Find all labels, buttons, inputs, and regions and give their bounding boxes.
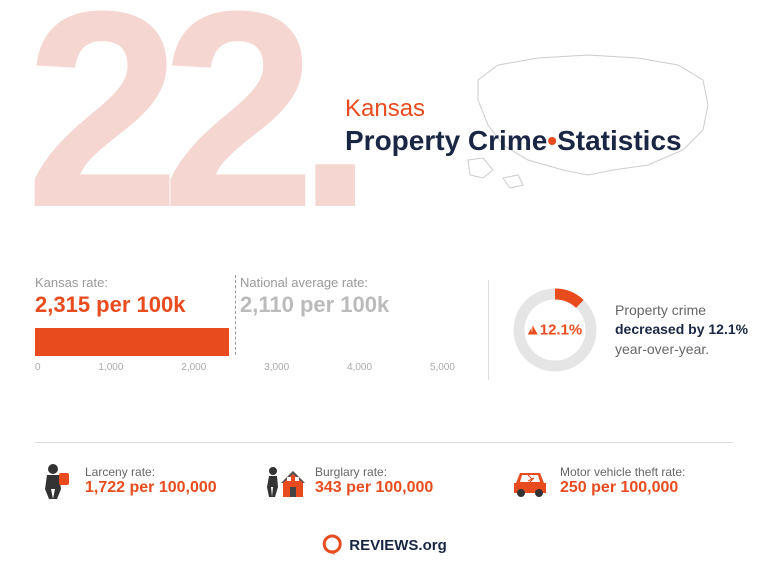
stats-row: Larceny rate:1,722 per 100,000Burglary r… [35,442,733,501]
decrease-before: Property crime [615,302,706,318]
stat-label: Larceny rate: [85,465,217,479]
percent-value: 12.1% [540,322,583,339]
state-name: Kansas [345,95,682,123]
title-dot-icon: • [547,125,557,156]
decrease-section: 12.1% Property crime decreased by 12.1% … [510,285,755,375]
donut-chart: 12.1% [510,285,600,375]
axis-tick: 4,000 [347,362,372,373]
decrease-after: year-over-year. [615,341,709,357]
speech-bubble-icon [321,534,343,556]
kansas-bar [35,328,229,356]
bar-axis: 0 1,000 2,000 3,000 4,000 5,000 [35,362,455,373]
title-prefix: Property Crime [345,125,547,156]
footer-text: REVIEWS.org [349,537,447,554]
burglary-icon [265,461,305,501]
stat-item: Motor vehicle theft rate:250 per 100,000 [510,461,733,501]
larceny-icon [35,461,75,501]
title-block: Kansas Property Crime•Statistics [345,95,682,157]
footer-logo: REVIEWS.org [321,534,447,556]
page-title: Property Crime•Statistics [345,125,682,157]
stat-value: 250 per 100,000 [560,479,685,497]
axis-tick: 3,000 [264,362,289,373]
kansas-rate-label: Kansas rate: [35,275,230,290]
rank-number: 22. [25,0,354,250]
title-suffix: Statistics [557,125,682,156]
decrease-text: Property crime decreased by 12.1% year-o… [615,301,755,360]
section-divider [488,280,489,380]
warning-icon [528,326,538,335]
rate-comparison: Kansas rate: 2,315 per 100k National ave… [35,275,465,373]
axis-tick: 0 [35,362,41,373]
stat-item: Larceny rate:1,722 per 100,000 [35,461,265,501]
donut-percent: 12.1% [528,322,583,339]
rate-bar-chart: 0 1,000 2,000 3,000 4,000 5,000 [35,328,465,373]
vehicle-icon [510,461,550,501]
decrease-bold: decreased by 12.1% [615,321,748,337]
axis-tick: 2,000 [181,362,206,373]
stat-label: Motor vehicle theft rate: [560,465,685,479]
kansas-rate-value: 2,315 per 100k [35,292,230,318]
national-rate-label: National average rate: [240,275,389,290]
axis-tick: 1,000 [98,362,123,373]
national-rate-value: 2,110 per 100k [240,292,389,318]
axis-tick: 5,000 [430,362,455,373]
stat-item: Burglary rate:343 per 100,000 [265,461,510,501]
stat-value: 343 per 100,000 [315,479,433,497]
stat-value: 1,722 per 100,000 [85,479,217,497]
stat-label: Burglary rate: [315,465,433,479]
